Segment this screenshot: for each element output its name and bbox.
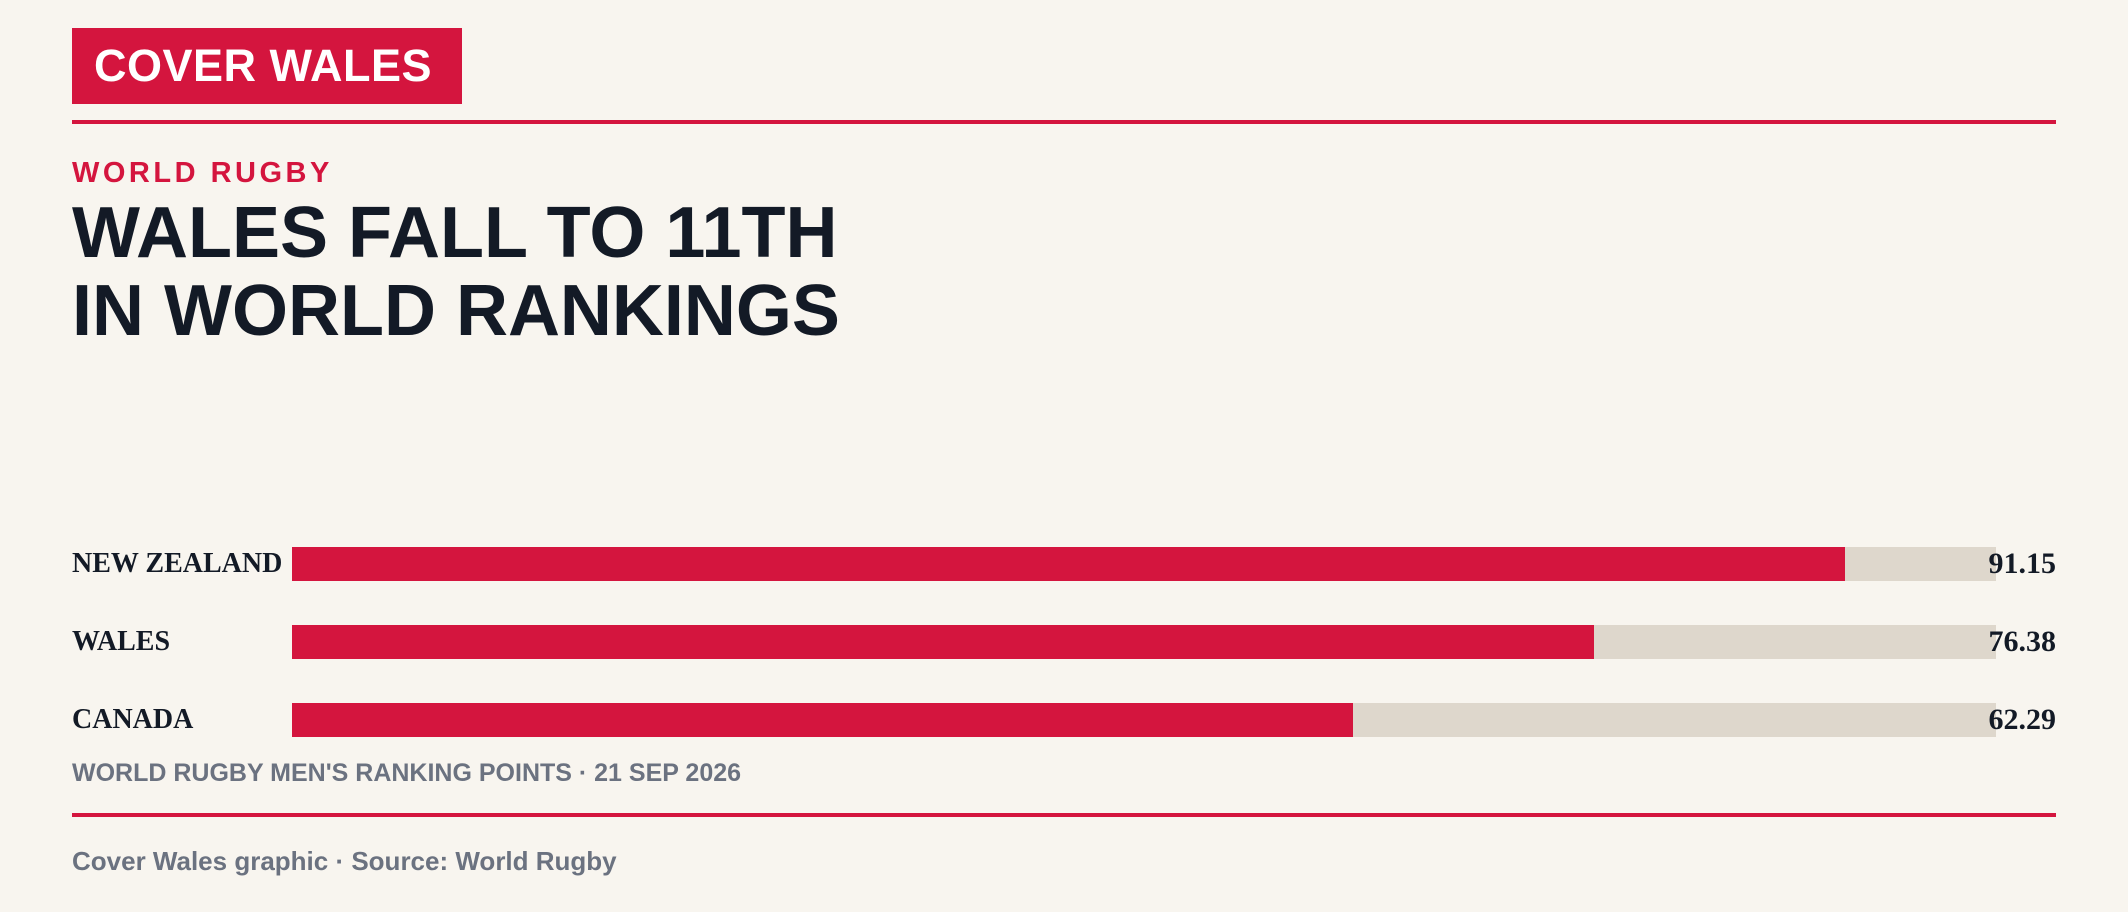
bar-value-label: 91.15 — [1988, 547, 2057, 580]
brand-logo: COVER WALES — [72, 28, 462, 104]
source-credit: Cover Wales graphic · Source: World Rugb… — [72, 846, 617, 876]
brand-name: COVER WALES — [94, 40, 433, 91]
bottom-divider — [72, 813, 2056, 817]
top-divider — [72, 120, 2056, 124]
chart-caption: WORLD RUGBY MEN'S RANKING POINTS · 21 SE… — [72, 759, 742, 787]
kicker-label: WORLD RUGBY — [72, 157, 333, 189]
headline-line-2: IN WORLD RANKINGS — [72, 271, 840, 351]
bar-label: NEW ZEALAND — [72, 548, 283, 579]
bar-fill — [292, 547, 1846, 581]
headline-line-1: WALES FALL TO 11TH — [72, 193, 838, 273]
bar-fill — [292, 703, 1354, 737]
bar-row-new-zealand: NEW ZEALAND 91.15 — [0, 547, 2128, 581]
bar-label: WALES — [72, 626, 171, 657]
bar-track — [292, 547, 1996, 581]
bar-track — [292, 625, 1996, 659]
bar-label: CANADA — [72, 704, 194, 735]
bar-row-canada: CANADA 62.29 — [0, 703, 2128, 737]
bar-row-wales: WALES 76.38 — [0, 625, 2128, 659]
bar-fill — [292, 625, 1594, 659]
bar-value-label: 76.38 — [1988, 625, 2057, 658]
bar-value-label: 62.29 — [1988, 703, 2057, 736]
bar-track — [292, 703, 1996, 737]
headline: WALES FALL TO 11TH IN WORLD RANKINGS — [72, 194, 840, 350]
